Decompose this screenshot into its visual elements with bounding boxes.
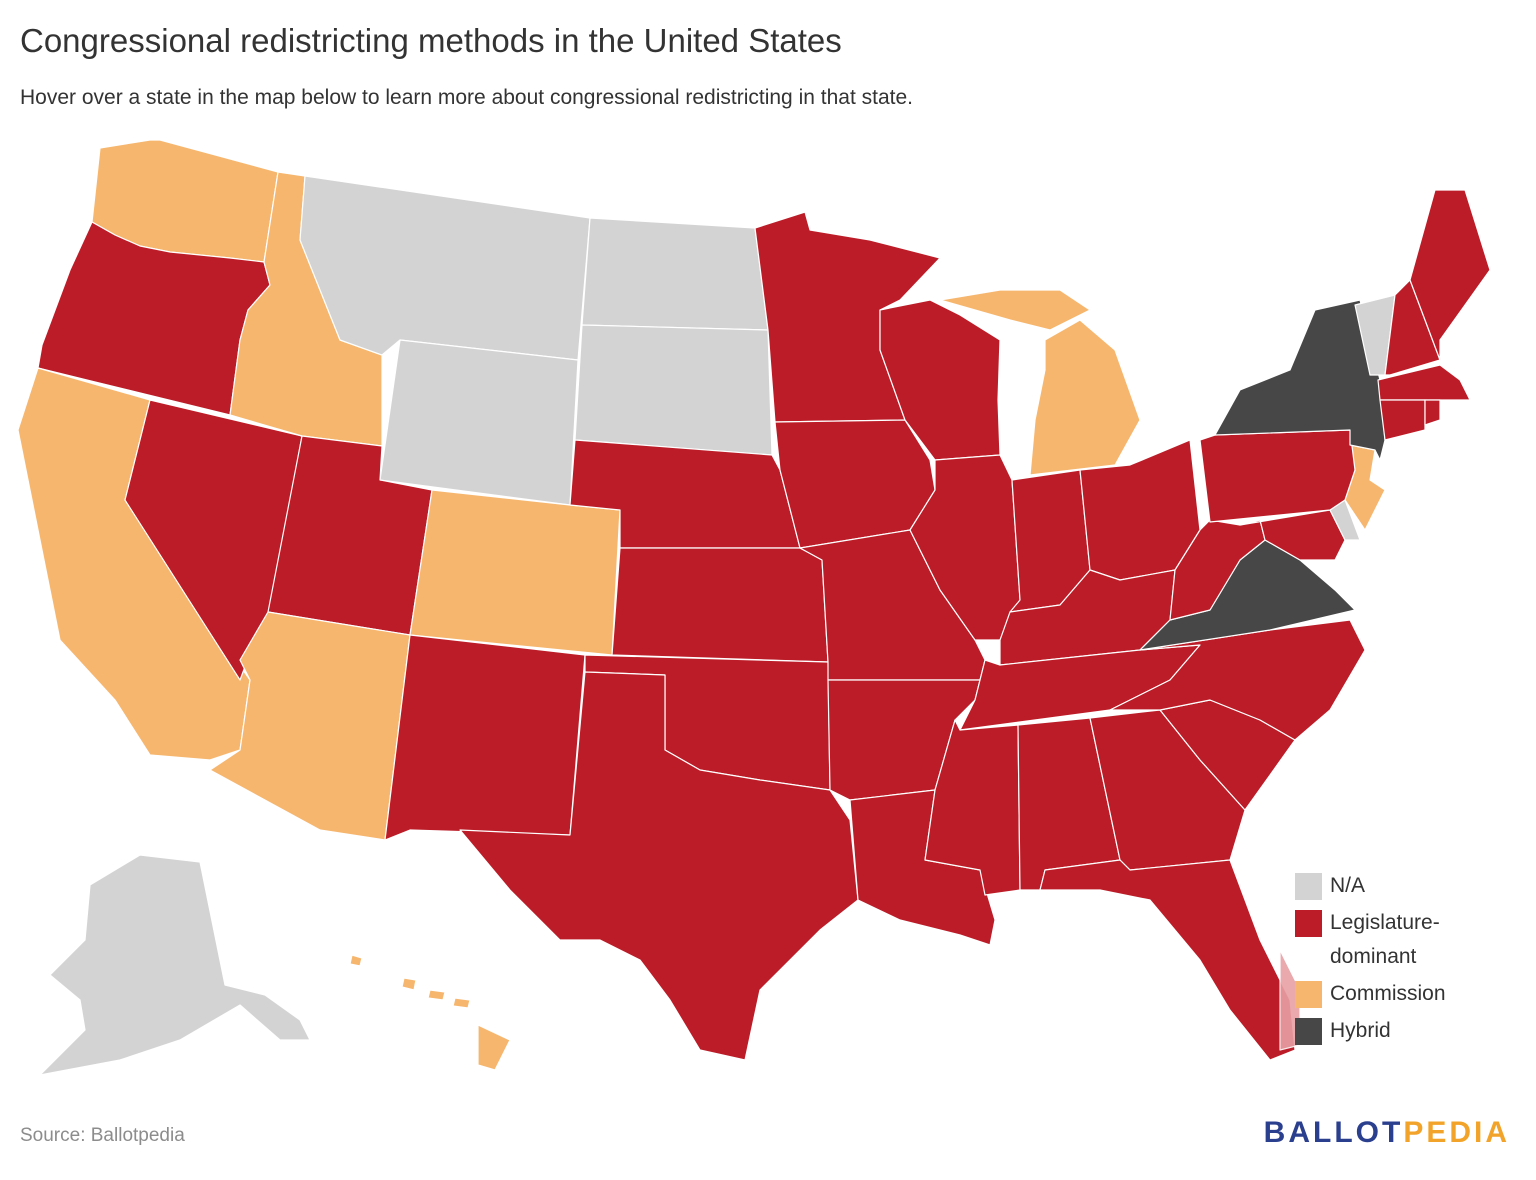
legend-swatch-legislature [1295,910,1322,937]
legend-item-legislature: Legislature-dominant [1295,909,1495,974]
source-note: Source: Ballotpedia [20,1125,185,1146]
state-hi[interactable] [349,954,511,1071]
legend-item-na: N/A [1295,872,1495,903]
state-mn[interactable] [754,211,941,423]
state-mi[interactable] [939,289,1141,476]
state-me[interactable] [1409,189,1491,361]
legend-label-hybrid: Hybrid [1330,1019,1391,1042]
legend-swatch-hybrid [1295,1018,1322,1045]
state-il[interactable] [909,454,1021,641]
state-wy[interactable] [379,339,579,506]
ballotpedia-logo[interactable]: BALLOTPEDIA [1264,1116,1510,1150]
state-nc[interactable] [1109,619,1366,741]
state-fl[interactable] [1039,859,1296,1061]
legend-swatch-commission [1295,981,1322,1008]
state-wi[interactable] [879,299,1001,461]
state-pa[interactable] [1199,429,1356,523]
legend-label-na: N/A [1330,874,1366,897]
state-co[interactable] [409,489,621,656]
state-nd[interactable] [581,217,769,331]
logo-part-ballot: BALLOT [1263,1116,1404,1149]
state-mt[interactable] [299,175,591,361]
state-ct[interactable] [1379,399,1426,441]
state-nh[interactable] [1384,279,1441,376]
state-sd[interactable] [574,324,773,456]
page-subtitle: Hover over a state in the map below to l… [20,86,913,109]
legend: N/A Legislature-dominant Commission Hybr… [1295,872,1495,1054]
legend-label-commission: Commission [1330,982,1446,1005]
state-ks[interactable] [611,547,829,663]
logo-part-pedia: PEDIA [1403,1116,1510,1149]
state-nm[interactable] [384,634,586,841]
state-tx[interactable] [459,671,859,1061]
legend-item-commission: Commission [1295,980,1495,1011]
state-ak[interactable] [39,854,311,1076]
page-title: Congressional redistricting methods in t… [20,22,842,59]
legend-label-legislature: Legislature-dominant [1330,911,1440,968]
state-ri[interactable] [1424,399,1441,426]
legend-swatch-na [1295,873,1322,900]
legend-item-hybrid: Hybrid [1295,1017,1495,1048]
